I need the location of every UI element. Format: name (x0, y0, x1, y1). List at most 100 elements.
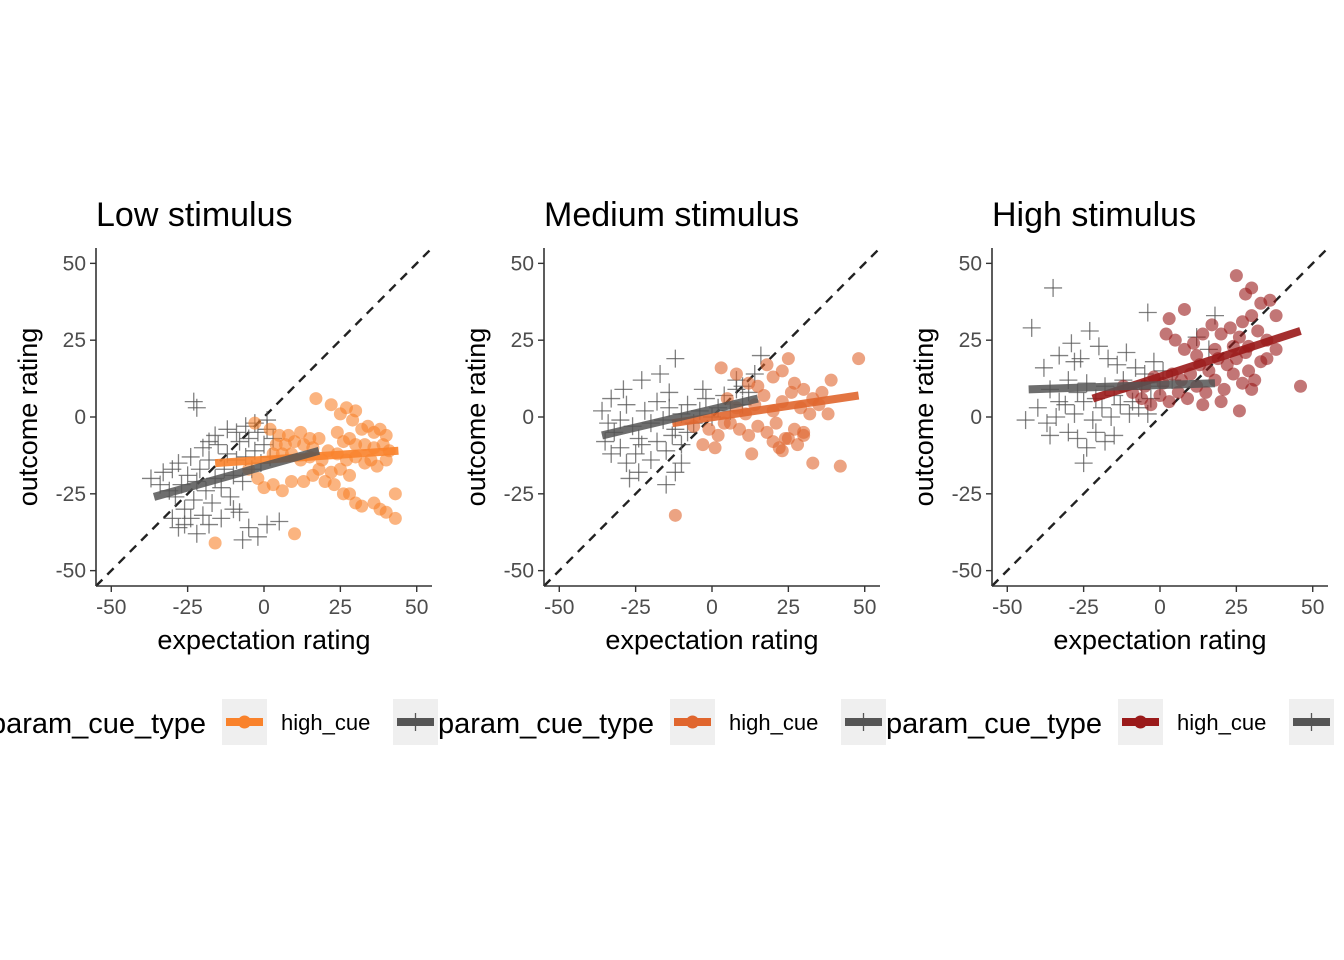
legend: param_cue_type high_cue (438, 699, 886, 745)
y-tick-label: 50 (63, 252, 86, 275)
point-low-cue (1086, 423, 1105, 442)
point-low-cue (187, 524, 206, 543)
y-tick-label: 25 (63, 329, 86, 352)
point-high-cue (791, 438, 805, 452)
point-low-cue (593, 401, 612, 420)
panel-0: Low stimulus -50 -25 0 25 50 -50 -25 0 25 50 expect… (0, 196, 438, 745)
point-low-cue (1047, 408, 1066, 426)
point-high-cue (297, 475, 311, 489)
point-low-cue (218, 420, 237, 439)
point-high-cue (1187, 336, 1201, 350)
point-high-cue (760, 425, 774, 439)
point-low-cue (1062, 334, 1081, 353)
point-low-cue (270, 512, 289, 531)
point-low-cue (1111, 395, 1130, 414)
point-high-cue (781, 352, 795, 366)
point-high-cue (821, 407, 835, 421)
point-low-cue (239, 429, 258, 448)
point-high-cue (751, 379, 765, 393)
point-low-cue (1037, 414, 1056, 433)
point-low-cue (181, 447, 200, 466)
x-axis-title: expectation rating (605, 625, 818, 655)
point-low-cue (632, 435, 651, 454)
point-low-cue (666, 349, 685, 368)
point-high-cue (775, 364, 789, 378)
point-high-cue (745, 447, 759, 461)
point-high-cue (324, 398, 338, 412)
legend: param_cue_type high_cue (0, 699, 438, 745)
point-low-cue (1034, 358, 1053, 377)
y-tick-label: -25 (952, 483, 982, 506)
point-low-cue (141, 469, 160, 488)
point-high-cue (1229, 269, 1243, 283)
point-low-cue (617, 454, 636, 473)
point-low-cue (239, 518, 258, 537)
panel-title: High stimulus (992, 196, 1196, 234)
point-high-cue (1220, 358, 1234, 372)
point-high-cue (346, 413, 360, 427)
x-tick-label: 0 (258, 596, 270, 619)
point-low-cue (602, 389, 621, 408)
point-high-cue (1162, 395, 1176, 409)
point-low-cue (1077, 438, 1096, 457)
panel-title: Low stimulus (96, 196, 293, 234)
point-high-cue (784, 385, 798, 399)
point-low-cue (648, 392, 667, 411)
point-low-cue (203, 494, 222, 513)
point-high-cue (852, 352, 866, 366)
point-low-cue (233, 530, 252, 549)
y-axis-title: outcome rating (909, 328, 939, 507)
point-low-cue (693, 380, 712, 399)
y-tick-label: -25 (504, 483, 534, 506)
point-low-cue (696, 389, 715, 408)
point-low-cue (230, 432, 249, 451)
point-low-cue (200, 515, 219, 534)
point-low-cue (632, 371, 651, 390)
point-low-cue (635, 401, 654, 420)
point-low-cue (614, 380, 633, 399)
point-low-cue (227, 423, 246, 442)
point-low-cue (641, 451, 660, 470)
point-high-cue (1162, 312, 1176, 326)
fit-line-low-cue (601, 394, 759, 440)
point-low-cue (1065, 352, 1084, 371)
point-high-cue (1153, 388, 1167, 402)
point-low-cue (209, 435, 228, 454)
x-tick-label: -50 (96, 596, 126, 619)
x-tick-label: 50 (405, 596, 428, 619)
point-low-cue (206, 426, 225, 445)
point-high-cue (1235, 315, 1249, 329)
x-tick-label: 0 (706, 596, 718, 619)
point-low-cue (1065, 404, 1084, 423)
y-tick-label: -50 (56, 560, 86, 583)
point-low-cue (751, 346, 770, 365)
fit-line-low-cue (152, 446, 321, 501)
point-high-cue (781, 432, 795, 446)
point-high-cue (349, 438, 363, 452)
point-high-cue (355, 499, 369, 513)
point-high-cue (1226, 367, 1240, 381)
point-high-cue (833, 459, 847, 473)
point-low-cue (212, 509, 231, 528)
point-high-cue (1263, 293, 1277, 307)
point-high-cue (388, 487, 402, 501)
point-low-cue (169, 518, 188, 537)
point-low-cue (611, 411, 630, 430)
point-low-cue (169, 454, 188, 473)
point-low-cue (629, 463, 648, 482)
legend-key-high-cue-point (238, 715, 251, 729)
point-high-cue (388, 511, 402, 525)
point-low-cue (1138, 303, 1157, 322)
point-high-cue (1180, 392, 1194, 406)
point-high-cue (806, 456, 820, 470)
point-high-cue (333, 462, 347, 476)
point-low-cue (1068, 429, 1087, 448)
point-low-cue (1105, 426, 1124, 445)
x-tick-label: 25 (777, 596, 800, 619)
x-tick-label: -25 (172, 596, 202, 619)
point-high-cue (327, 478, 341, 492)
y-tick-label: 0 (970, 406, 982, 429)
point-low-cue (181, 509, 200, 528)
y-tick-label: 50 (959, 252, 982, 275)
